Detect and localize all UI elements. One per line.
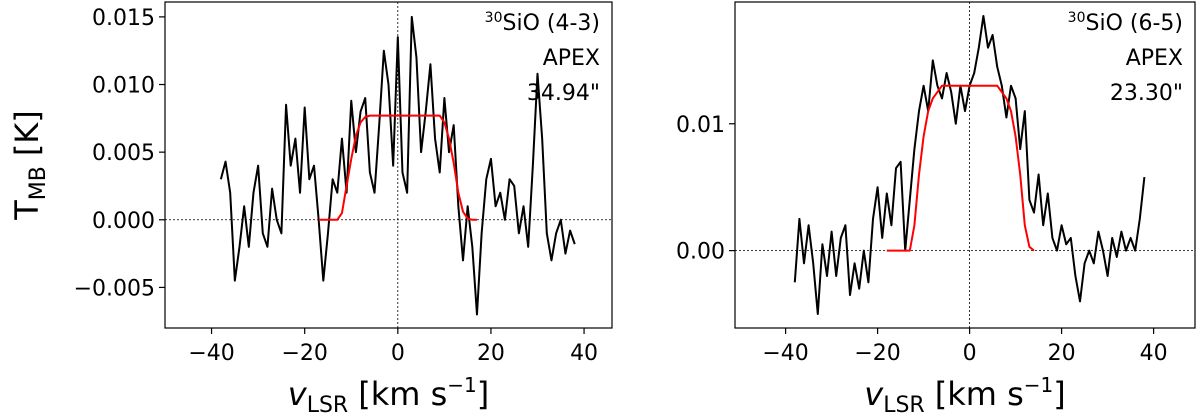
x-axis-label: vLSR [km s−1] bbox=[288, 373, 489, 418]
annotation: 30SiO (6-5) bbox=[1068, 10, 1183, 36]
axes-frame bbox=[164, 1, 613, 329]
y-tick-label: 0.01 bbox=[676, 113, 725, 138]
y-tick-label: 0.00 bbox=[676, 240, 725, 265]
y-tick-label: 0.015 bbox=[92, 6, 155, 31]
x-tick-label: −20 bbox=[281, 341, 327, 366]
x-tick-label: 20 bbox=[477, 341, 505, 366]
x-axis-label: vLSR [km s−1] bbox=[864, 373, 1065, 418]
y-tick-label: 0.000 bbox=[92, 209, 155, 234]
x-tick-label: 20 bbox=[1048, 341, 1076, 366]
y-tick-label: −0.005 bbox=[74, 276, 155, 301]
y-label-symbol: T bbox=[8, 200, 46, 221]
spectrum-line bbox=[219, 15, 576, 316]
x-label-superscript: −1 bbox=[447, 373, 476, 397]
x-label-unit: [km s bbox=[358, 375, 447, 413]
x-tick-label: 0 bbox=[391, 341, 405, 366]
y-tick-label: 0.005 bbox=[92, 141, 155, 166]
annotation-superscript: 30 bbox=[1068, 10, 1086, 26]
x-tick-label: 0 bbox=[963, 341, 977, 366]
spectrum-line bbox=[318, 114, 477, 221]
annotation-telescope: APEX bbox=[543, 46, 600, 71]
annotation-beam: 23.30" bbox=[1110, 81, 1183, 106]
x-tick-label: 40 bbox=[1140, 341, 1168, 366]
axes-frame bbox=[734, 1, 1196, 329]
annotation-molecule: SiO (4-3) bbox=[503, 11, 601, 36]
x-label-symbol: v bbox=[864, 375, 884, 413]
annotation-telescope: APEX bbox=[1126, 46, 1183, 71]
annotation-beam: 34.94" bbox=[527, 81, 600, 106]
x-label-symbol: v bbox=[288, 375, 308, 413]
x-tick-label: −40 bbox=[188, 341, 234, 366]
annotation-molecule: SiO (6-5) bbox=[1086, 11, 1184, 36]
x-tick-label: −20 bbox=[854, 341, 900, 366]
annotation-superscript: 30 bbox=[485, 10, 503, 26]
x-tick-label: −40 bbox=[762, 341, 808, 366]
y-label-unit: [K] bbox=[8, 110, 46, 156]
x-label-end: ] bbox=[477, 375, 489, 413]
y-label-subscript: MB bbox=[26, 166, 51, 200]
spectrum-line bbox=[793, 14, 1146, 316]
x-label-unit: [km s bbox=[935, 375, 1024, 413]
x-tick-label: 40 bbox=[570, 341, 598, 366]
x-label-superscript: −1 bbox=[1024, 373, 1053, 397]
spectrum-line bbox=[886, 84, 1035, 252]
x-label-subscript: LSR bbox=[307, 393, 349, 418]
x-label-subscript: LSR bbox=[883, 393, 925, 418]
y-axis-label: TMB [K] bbox=[8, 110, 51, 221]
x-label-end: ] bbox=[1053, 375, 1065, 413]
annotation: 30SiO (4-3) bbox=[485, 10, 600, 36]
y-tick-label: 0.010 bbox=[92, 74, 155, 99]
